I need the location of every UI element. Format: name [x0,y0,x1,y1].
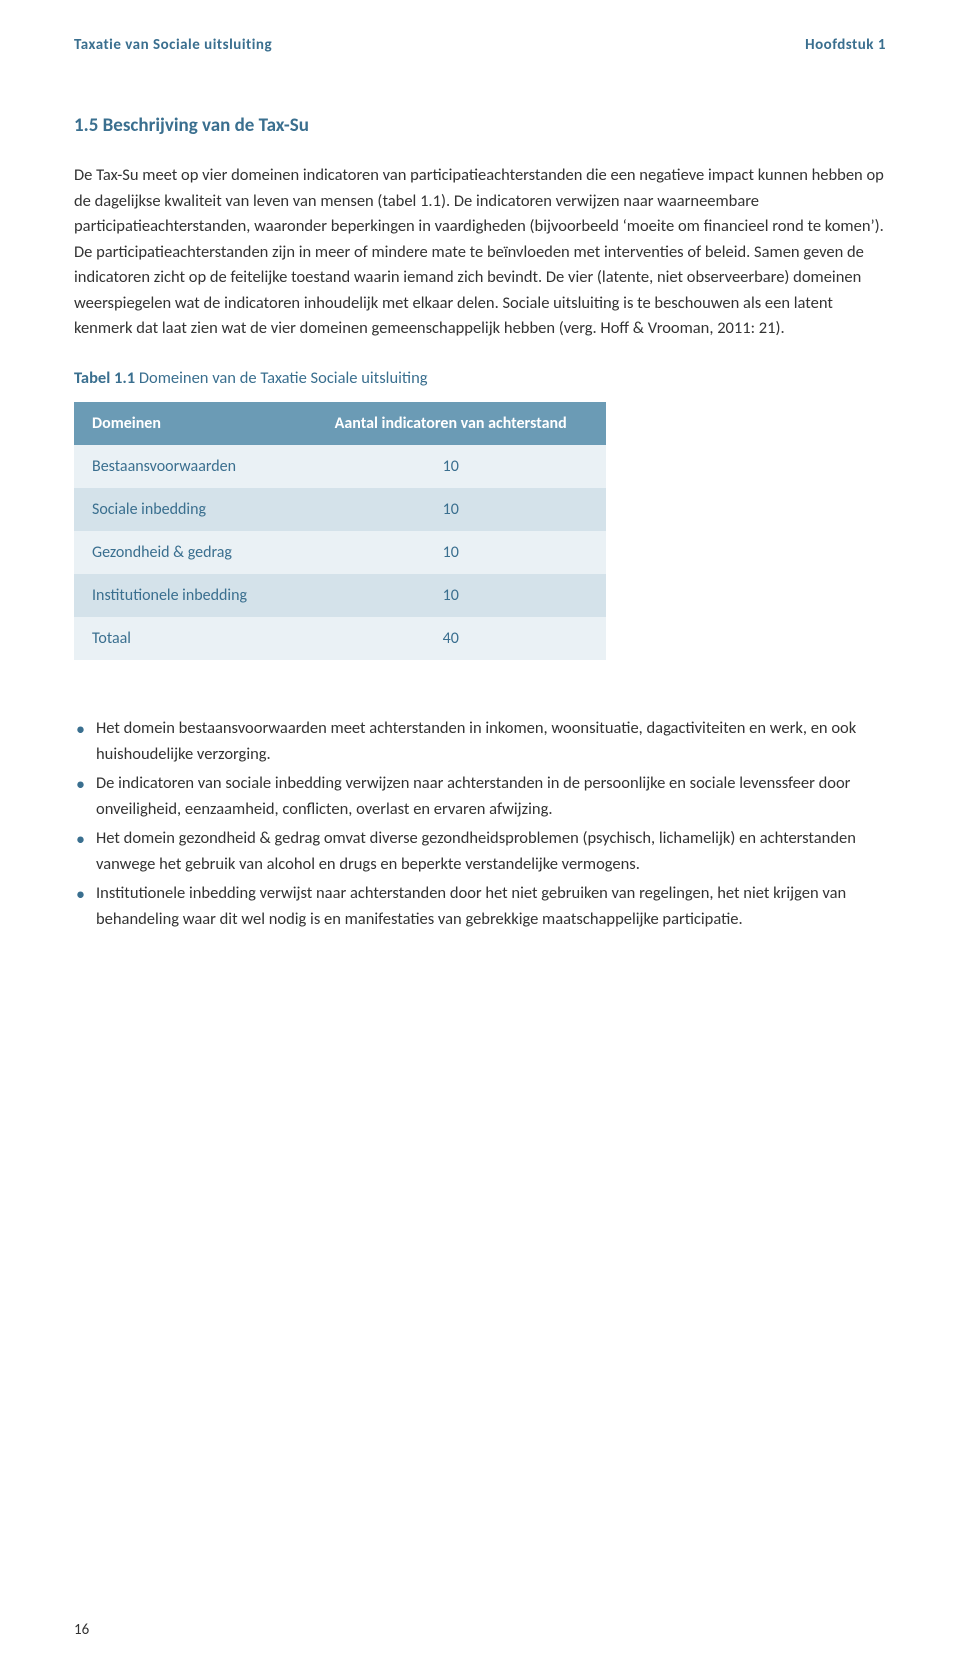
list-item: De indicatoren van sociale inbedding ver… [74,771,886,822]
table-caption-bold: Tabel 1.1 [74,368,135,388]
table-col-header-2: Aantal indicatoren van achterstand [295,402,606,445]
table-cell-value: 10 [295,531,606,574]
table-row: Gezondheid & gedrag 10 [74,531,606,574]
bullet-list: Het domein bestaansvoorwaarden meet acht… [74,716,886,933]
page: Taxatie van Sociale uitsluiting Hoofdstu… [0,0,960,1669]
table-cell-value: 10 [295,445,606,488]
table-cell-value: 40 [295,617,606,660]
list-item: Het domein gezondheid & gedrag omvat div… [74,826,886,877]
table-cell-label: Sociale inbedding [74,488,295,531]
table-cell-label: Gezondheid & gedrag [74,531,295,574]
table-cell-value: 10 [295,488,606,531]
list-item: Institutionele inbedding verwijst naar a… [74,881,886,932]
table-caption: Tabel 1.1 Domeinen van de Taxatie Social… [74,368,886,388]
table-cell-value: 10 [295,574,606,617]
header-left: Taxatie van Sociale uitsluiting [74,36,272,54]
table-row: Bestaansvoorwaarden 10 [74,445,606,488]
table-row: Sociale inbedding 10 [74,488,606,531]
table-header-row: Domeinen Aantal indicatoren van achterst… [74,402,606,445]
domains-table: Domeinen Aantal indicatoren van achterst… [74,402,606,660]
list-item: Het domein bestaansvoorwaarden meet acht… [74,716,886,767]
section-title: 1.5 Beschrijving van de Tax-Su [74,114,886,137]
table-col-header-1: Domeinen [74,402,295,445]
table-cell-label: Totaal [74,617,295,660]
table-caption-rest: Domeinen van de Taxatie Sociale uitsluit… [135,368,427,388]
table-row: Institutionele inbedding 10 [74,574,606,617]
table-cell-label: Institutionele inbedding [74,574,295,617]
table-cell-label: Bestaansvoorwaarden [74,445,295,488]
running-header: Taxatie van Sociale uitsluiting Hoofdstu… [74,36,886,54]
section-paragraph: De Tax-Su meet op vier domeinen indicato… [74,163,886,342]
page-number: 16 [74,1621,89,1639]
table-row: Totaal 40 [74,617,606,660]
header-right: Hoofdstuk 1 [805,36,886,54]
